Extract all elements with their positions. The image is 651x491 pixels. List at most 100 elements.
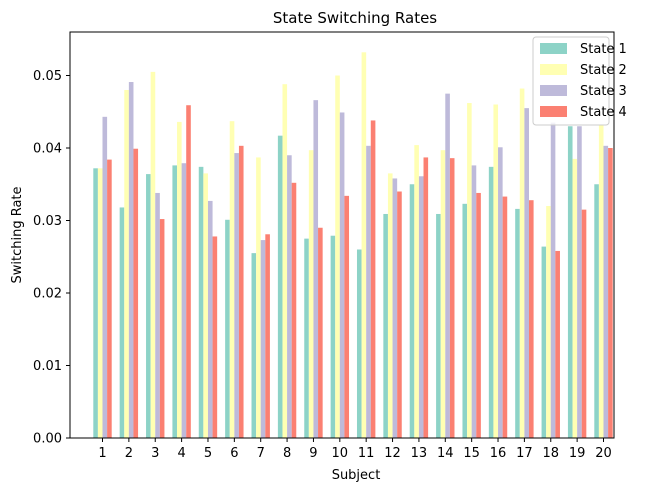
x-tick-label: 18: [542, 446, 559, 461]
y-axis-label: Switching Rate: [10, 186, 25, 283]
bar-2-subject-8: [282, 84, 288, 438]
legend-swatch-4: [540, 106, 567, 117]
bar-3-subject-7: [260, 240, 266, 438]
bar-1-subject-6: [225, 219, 230, 438]
bar-4-subject-17: [528, 200, 534, 438]
bar-2-subject-1: [97, 168, 103, 439]
bar-4-subject-3: [159, 219, 165, 438]
bar-1-subject-1: [93, 168, 98, 439]
bar-4-subject-5: [212, 236, 218, 438]
bar-4-subject-13: [423, 157, 429, 438]
bar-3-subject-19: [577, 126, 582, 438]
bar-2-subject-12: [387, 173, 393, 438]
y-tick-label: 0.02: [33, 287, 62, 302]
bar-2-subject-14: [440, 150, 446, 438]
bar-3-subject-12: [392, 178, 398, 438]
x-tick-label: 13: [411, 446, 428, 461]
bar-4-subject-15: [476, 192, 481, 438]
bar-2-subject-6: [229, 121, 235, 439]
bar-4-subject-20: [608, 148, 613, 438]
legend-label-1: State 1: [580, 42, 627, 57]
bar-3-subject-11: [366, 145, 371, 438]
x-tick-label: 9: [309, 446, 317, 461]
bar-2-subject-2: [124, 90, 129, 438]
bar-2-subject-13: [414, 145, 419, 438]
bar-2-subject-4: [177, 121, 182, 439]
y-tick-label: 0.05: [33, 69, 62, 84]
bar-4-subject-18: [555, 250, 560, 438]
legend: State 1 State 2 State 3 State 4: [532, 36, 627, 126]
bar-1-subject-8: [277, 135, 283, 438]
bar-1-subject-18: [541, 246, 547, 438]
bar-2-subject-20: [598, 124, 604, 439]
bar-4-subject-10: [344, 195, 350, 438]
bar-3-subject-16: [498, 147, 503, 438]
plot-frame: [69, 31, 615, 439]
bar-1-subject-14: [436, 213, 441, 438]
bar-1-subject-9: [304, 238, 309, 439]
x-tick-label: 11: [358, 446, 375, 461]
x-tick-label: 4: [177, 446, 185, 461]
bar-1-subject-4: [172, 165, 178, 438]
x-tick-label: 1: [98, 446, 106, 461]
x-tick-label: 7: [257, 446, 265, 461]
x-tick-label: 3: [151, 446, 159, 461]
bar-3-subject-18: [550, 122, 556, 438]
x-tick-label: 14: [437, 446, 454, 461]
bar-4-subject-12: [397, 191, 402, 438]
bar-1-subject-10: [330, 235, 336, 438]
bar-3-subject-4: [181, 163, 187, 438]
bar-3-subject-5: [207, 200, 213, 438]
bar-4-subject-2: [133, 148, 139, 439]
bar-1-subject-11: [356, 249, 362, 438]
x-tick-label: 5: [204, 446, 212, 461]
bar-1-subject-19: [567, 126, 573, 438]
x-tick-label: 12: [384, 446, 401, 461]
x-tick-label: 10: [332, 446, 349, 461]
bar-3-subject-17: [524, 108, 529, 439]
y-tick-label: 0.00: [33, 432, 62, 447]
bar-3-subject-20: [603, 145, 609, 438]
bar-3-subject-1: [102, 116, 108, 438]
bar-4-subject-19: [581, 209, 587, 439]
bar-1-subject-2: [119, 207, 125, 438]
legend-label-2: State 2: [580, 63, 627, 78]
bar-1-subject-12: [383, 213, 388, 438]
x-tick-label: 16: [490, 446, 507, 461]
bar-4-subject-1: [107, 159, 112, 438]
bar-3-subject-9: [313, 100, 319, 439]
bar-1-subject-3: [146, 174, 151, 438]
y-tick-label: 0.04: [33, 142, 62, 157]
bar-2-subject-3: [150, 71, 156, 439]
y-tick-label: 0.03: [33, 214, 62, 229]
bar-1-subject-17: [515, 208, 520, 438]
bar-2-subject-5: [203, 173, 208, 438]
x-tick-label: 19: [569, 446, 586, 461]
bar-1-subject-20: [594, 184, 599, 438]
bar-3-subject-3: [155, 192, 160, 438]
bar-1-subject-15: [462, 203, 468, 438]
bar-4-subject-4: [186, 105, 191, 438]
x-axis-label: Subject: [332, 468, 381, 483]
y-tick-label: 0.01: [33, 359, 62, 374]
bar-2-subject-11: [361, 52, 367, 439]
bar-4-subject-14: [449, 158, 455, 438]
x-tick-label: 17: [516, 446, 533, 461]
legend-box: [532, 36, 610, 126]
chart-title: State Switching Rates: [273, 9, 437, 27]
bar-4-subject-7: [265, 234, 270, 438]
legend-swatch-1: [540, 43, 567, 54]
bar-1-subject-13: [409, 184, 415, 438]
bar-4-subject-6: [238, 145, 244, 438]
bar-2-subject-7: [256, 157, 261, 438]
bar-2-subject-15: [467, 103, 472, 439]
legend-swatch-2: [540, 64, 567, 75]
bar-2-subject-10: [335, 75, 340, 438]
x-tick-label: 8: [283, 446, 291, 461]
bar-4-subject-11: [370, 120, 376, 438]
bar-1-subject-7: [251, 253, 257, 438]
bar-1-subject-16: [488, 166, 494, 438]
bar-2-subject-19: [572, 158, 578, 439]
bar-3-subject-2: [128, 82, 134, 439]
